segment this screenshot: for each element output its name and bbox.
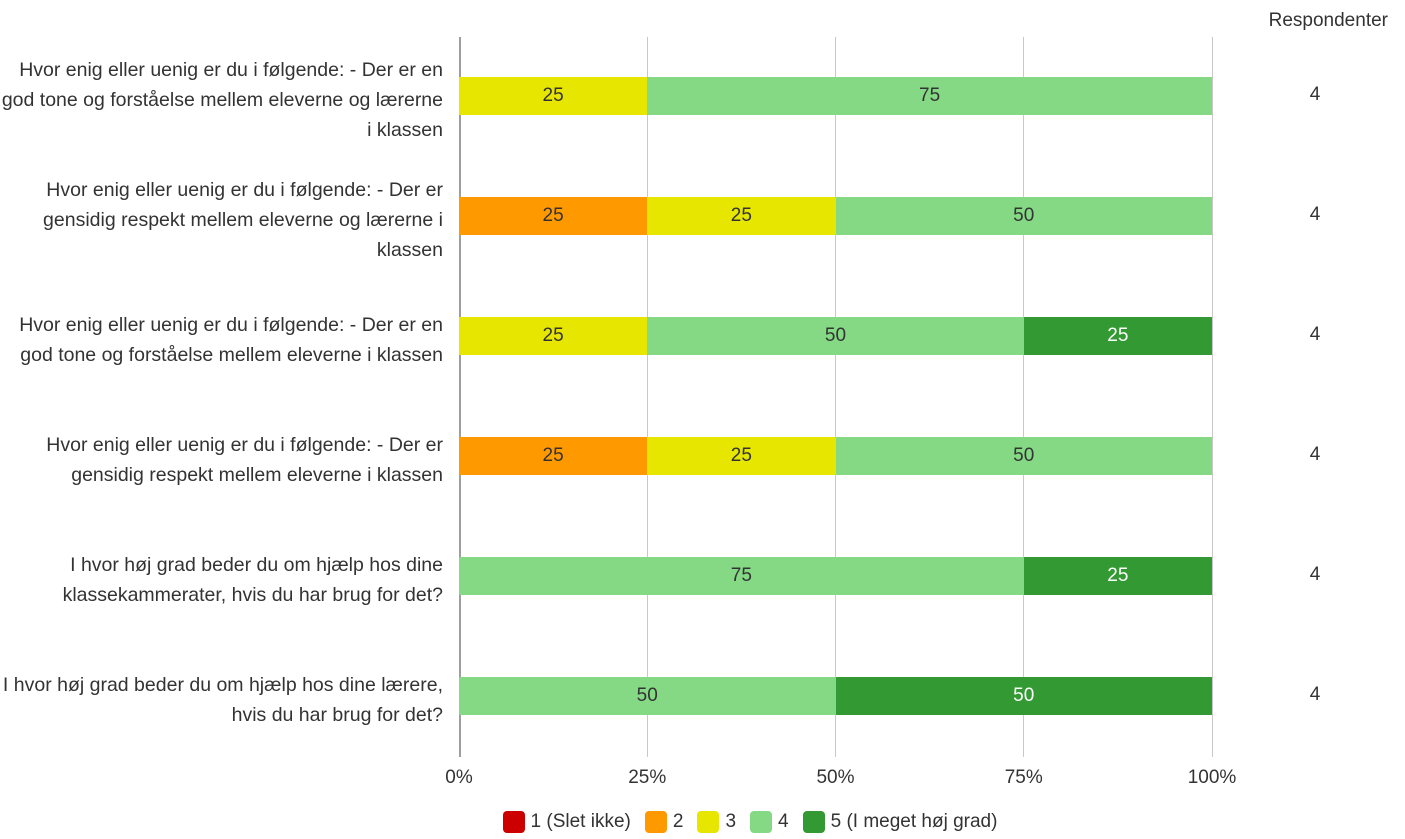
- grid-line: [1211, 37, 1213, 757]
- legend-swatch: [750, 811, 773, 833]
- x-tick-label: 100%: [1187, 767, 1237, 788]
- respondent-count: 4: [1309, 444, 1321, 465]
- value-label: 25: [730, 445, 752, 466]
- grid-line: [646, 37, 648, 757]
- legend-item: 1 (Slet ikke): [502, 811, 631, 833]
- value-label: 25: [730, 205, 752, 226]
- bar-segment: 50: [835, 677, 1212, 715]
- value-label: 50: [1013, 445, 1035, 466]
- legend-swatch: [697, 811, 720, 833]
- x-tick-label: 0%: [445, 767, 473, 788]
- respondent-count: 4: [1309, 684, 1321, 705]
- value-label: 50: [636, 685, 658, 706]
- legend-label: 4: [778, 811, 789, 832]
- legend-item: 4: [750, 811, 789, 833]
- legend-label: 2: [672, 811, 684, 832]
- bar-segment: 75: [647, 77, 1212, 115]
- bar-segment: 25: [459, 437, 648, 475]
- category-label: I hvor høj grad beder du om hjælp hos di…: [2, 674, 443, 726]
- value-label: 25: [542, 85, 564, 106]
- legend-item: 3: [697, 811, 736, 833]
- value-label: 25: [1107, 565, 1129, 586]
- category-label: I hvor høj grad beder du om hjælp hos di…: [62, 554, 443, 606]
- value-label: 25: [542, 445, 564, 466]
- bar-segment: 25: [459, 317, 648, 355]
- grid-line: [835, 37, 836, 757]
- value-label: 50: [1013, 685, 1035, 706]
- x-tick-label: 75%: [1004, 767, 1043, 788]
- bar-segment: 75: [459, 557, 1024, 595]
- category-label: Hvor enig eller uenig er du i følgende: …: [46, 434, 443, 486]
- bar-segment: 50: [647, 317, 1024, 355]
- bar-segment: 50: [835, 197, 1212, 235]
- bar-segment: 25: [647, 437, 836, 475]
- legend: 1 (Slet ikke) 2 3 4 5 (I meget høj grad): [400, 811, 1100, 833]
- category-label: Hvor enig eller uenig er du i følgende: …: [19, 314, 443, 366]
- x-tick-label: 50%: [816, 767, 855, 788]
- respondent-count: 4: [1309, 564, 1321, 585]
- bar-segment: 25: [459, 197, 648, 235]
- respondent-count: 4: [1309, 204, 1321, 225]
- category-label: Hvor enig eller uenig er du i følgende: …: [43, 179, 443, 261]
- bar-segment: 50: [835, 437, 1212, 475]
- legend-swatch: [502, 811, 525, 833]
- legend-label: 3: [725, 811, 737, 832]
- bar-segment: 25: [647, 197, 836, 235]
- bar-segment: 25: [1023, 317, 1212, 355]
- x-tick-label: 25%: [628, 767, 667, 788]
- category-label: Hvor enig eller uenig er du i følgende: …: [1, 59, 443, 141]
- value-label: 25: [542, 205, 564, 226]
- value-label: 50: [1013, 205, 1035, 226]
- legend-item: 5 (I meget høj grad): [802, 811, 998, 833]
- respondents-title: Respondenter: [1268, 10, 1388, 31]
- respondent-count: 4: [1309, 84, 1321, 105]
- bar-segment: 25: [459, 77, 648, 115]
- legend-item: 2: [644, 811, 684, 833]
- legend-label: 5 (I meget høj grad): [830, 811, 998, 832]
- legend-label: 1 (Slet ikke): [530, 811, 631, 832]
- bar-segment: 50: [459, 677, 836, 715]
- value-label: 75: [730, 565, 752, 586]
- legend-swatch: [802, 811, 825, 833]
- grid-line: [1023, 37, 1025, 757]
- value-label: 25: [542, 325, 564, 346]
- value-label: 75: [919, 85, 941, 106]
- bar-segment: 25: [1023, 557, 1212, 595]
- grid-line: [458, 37, 461, 757]
- value-label: 25: [1107, 325, 1129, 346]
- value-label: 50: [824, 325, 847, 346]
- respondent-count: 4: [1309, 324, 1321, 345]
- legend-swatch: [644, 811, 667, 833]
